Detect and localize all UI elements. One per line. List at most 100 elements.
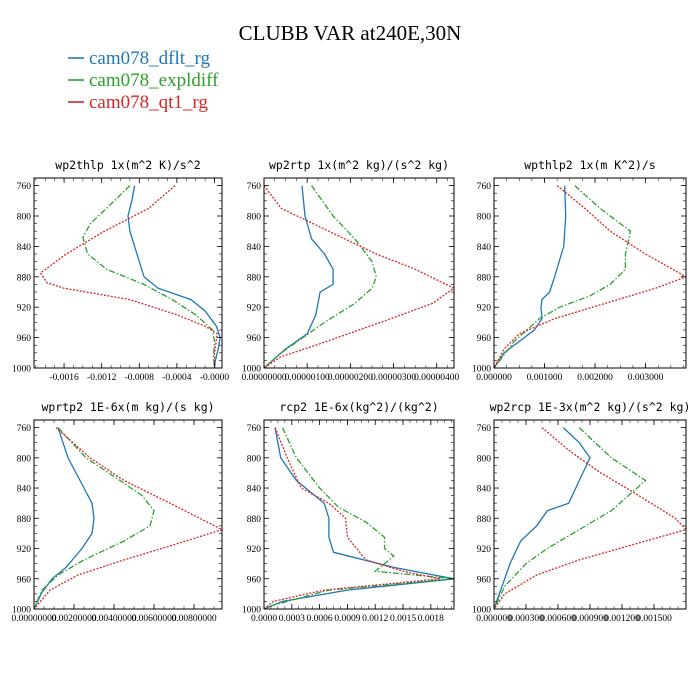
y-tick-label: 880 (17, 515, 32, 525)
x-tick-label: -0.0000 (200, 373, 230, 383)
x-tick-label: 0.00600000 (131, 614, 176, 624)
x-tick-label: 0.001500 (636, 614, 672, 624)
y-tick-label: 1000 (12, 606, 31, 616)
y-tick-label: 1000 (12, 365, 31, 375)
y-tick-label: 920 (247, 304, 262, 314)
plot-frame (263, 419, 455, 610)
chart-panel: rcp2 1E-6x(kg^2)/(kg^2) 760 800 840 880 920 96… (242, 400, 455, 624)
x-tick-label: 0.000000 (476, 373, 512, 383)
x-tick-label: 0.000300 (508, 614, 544, 624)
plot-frame (33, 419, 223, 610)
x-tick-label: 0.0003 (279, 614, 305, 624)
y-tick-label: 880 (247, 515, 262, 525)
y-tick-label: 1000 (242, 365, 261, 375)
y-tick-label: 760 (247, 424, 262, 434)
y-tick-label: 920 (247, 545, 262, 555)
chart-panel: wp2rcp 1E-3x(m^2 kg)/(s^2 kg) 760 800 840 88… (472, 400, 690, 624)
y-tick-label: 840 (247, 485, 262, 495)
series-line-cam078_qt1_rg (494, 185, 686, 368)
series-line-cam078_expldiff (82, 185, 216, 368)
x-tick-label: 0.0018 (418, 614, 444, 624)
y-tick-label: 960 (17, 575, 32, 585)
y-tick-label: 840 (477, 243, 492, 253)
panel-title: wp2thlp 1x(m^2 K)/s^2 (55, 158, 200, 172)
series-line-cam078_dflt_rg (34, 427, 95, 609)
chart-panels: wp2thlp 1x(m^2 K)/s^2 760 800 840 880 920 960 1… (11, 158, 690, 624)
x-tick-label: 0.00000300 (371, 373, 416, 383)
chart-panel: wprtp2 1E-6x(m kg)/(s kg) 760 800 840 880 920… (11, 400, 223, 624)
y-tick-label: 800 (17, 454, 32, 464)
x-tick-label: 0.001200 (604, 614, 640, 624)
x-tick-label: -0.0004 (162, 373, 192, 383)
y-tick-label: 1000 (472, 365, 491, 375)
y-tick-label: 880 (477, 515, 492, 525)
y-tick-label: 1000 (242, 606, 261, 616)
series-line-cam078_expldiff (264, 185, 377, 368)
plot-frame (493, 177, 687, 369)
y-tick-label: 800 (477, 213, 492, 223)
x-tick-label: 0.00000100 (285, 373, 330, 383)
x-tick-label: 0.00000000 (11, 614, 56, 624)
y-tick-label: 840 (17, 485, 32, 495)
legend: cam078_dflt_rgcam078_expldiffcam078_qt1_… (68, 48, 219, 113)
x-tick-label: 0.001000 (527, 373, 563, 383)
plot-frame (493, 419, 687, 610)
x-tick-label: -0.0016 (49, 373, 79, 383)
x-tick-label: 0.00000400 (414, 373, 459, 383)
y-tick-label: 920 (477, 545, 492, 555)
y-tick-label: 840 (477, 485, 492, 495)
x-tick-label: -0.0012 (87, 373, 117, 383)
panel-title: wp2rtp 1x(m^2 kg)/(s^2 kg) (269, 158, 449, 172)
y-tick-label: 760 (477, 424, 492, 434)
series-line-cam078_dflt_rg (494, 427, 591, 609)
chart-panel: wp2thlp 1x(m^2 K)/s^2 760 800 840 880 920 960 1… (12, 158, 229, 383)
series-line-cam078_qt1_rg (264, 185, 454, 368)
x-tick-label: -0.0008 (125, 373, 155, 383)
series-line-cam078_qt1_rg (264, 427, 441, 609)
legend-label: cam078_dflt_rg (89, 48, 211, 69)
x-tick-label: 0.000000 (476, 614, 512, 624)
series-line-cam078_dflt_rg (127, 185, 221, 368)
legend-label: cam078_qt1_rg (89, 92, 208, 113)
y-tick-label: 800 (247, 454, 262, 464)
panel-title: wprtp2 1E-6x(m kg)/(s kg) (41, 400, 214, 414)
x-tick-label: 0.000600 (540, 614, 576, 624)
y-tick-label: 800 (477, 454, 492, 464)
chart-panel: wpthlp2 1x(m K^2)/s 760 800 840 880 920 960 100… (472, 158, 687, 383)
x-tick-label: 0.000900 (572, 614, 608, 624)
y-tick-label: 880 (247, 273, 262, 283)
panel-title: wpthlp2 1x(m K^2)/s (524, 158, 656, 172)
series-line-cam078_dflt_rg (494, 185, 567, 368)
x-tick-label: 0.0000 (251, 614, 277, 624)
panel-title: rcp2 1E-6x(kg^2)/(kg^2) (279, 400, 438, 414)
y-tick-label: 920 (17, 304, 32, 314)
x-tick-label: 0.0012 (362, 614, 388, 624)
y-tick-label: 960 (247, 575, 262, 585)
y-tick-label: 760 (17, 424, 32, 434)
y-tick-label: 960 (17, 334, 32, 344)
x-tick-label: 0.00000000 (241, 373, 286, 383)
y-tick-label: 920 (17, 545, 32, 555)
x-tick-label: 0.0009 (334, 614, 360, 624)
x-tick-label: 0.00000200 (328, 373, 373, 383)
y-tick-label: 840 (17, 243, 32, 253)
legend-label: cam078_expldiff (89, 70, 219, 91)
legend-item: cam078_expldiff (68, 70, 219, 91)
y-tick-label: 760 (17, 182, 32, 192)
x-tick-label: 0.002000 (577, 373, 613, 383)
x-tick-label: 0.0015 (390, 614, 416, 624)
y-tick-label: 1000 (472, 606, 491, 616)
x-tick-label: 0.00200000 (51, 614, 96, 624)
y-tick-label: 960 (477, 575, 492, 585)
chart-panel: wp2rtp 1x(m^2 kg)/(s^2 kg) 760 800 840 880 92… (241, 158, 459, 383)
y-tick-label: 920 (477, 304, 492, 314)
y-tick-label: 840 (247, 243, 262, 253)
y-tick-label: 760 (477, 182, 492, 192)
y-tick-label: 800 (247, 213, 262, 223)
x-tick-label: 0.00800000 (171, 614, 216, 624)
series-line-cam078_qt1_rg (494, 427, 686, 609)
series-line-cam078_expldiff (34, 427, 155, 609)
y-tick-label: 760 (247, 182, 262, 192)
series-line-cam078_dflt_rg (264, 427, 454, 609)
series-line-cam078_expldiff (264, 427, 454, 609)
